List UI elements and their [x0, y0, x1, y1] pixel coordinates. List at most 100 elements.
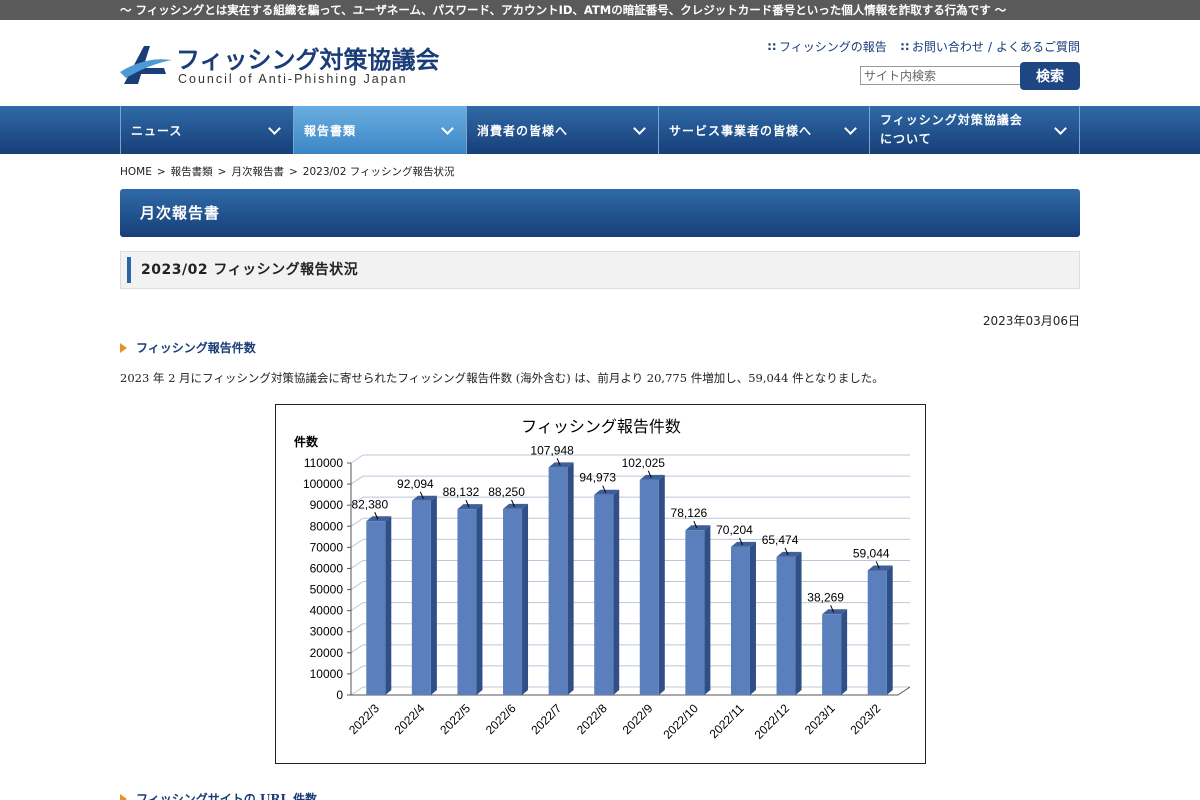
data-label: 82,380 [351, 497, 388, 511]
bar-top [685, 525, 711, 531]
breadcrumb-reports[interactable]: 報告書類 [170, 166, 213, 178]
page-title: 月次報告書 [120, 189, 1080, 237]
bar-top [366, 516, 392, 522]
bar-side [476, 504, 483, 695]
nav-item-about[interactable]: フィッシング対策協議会 について [870, 106, 1080, 154]
data-label-leader [784, 547, 789, 556]
nav-item-consumers[interactable]: 消費者の皆様へ [467, 106, 659, 154]
floor-edge [897, 686, 911, 696]
y-tick-label: 110000 [304, 456, 343, 470]
y-tick-label: 20000 [310, 646, 344, 660]
data-label-leader [465, 499, 470, 508]
data-label: 88,250 [488, 485, 525, 499]
main-nav: ニュース 報告書類 消費者の皆様へ サービス事業者の皆様へ フィッシング対策協議… [0, 106, 1200, 154]
bar [457, 509, 477, 695]
gridline-diagonal [350, 560, 364, 569]
x-tick-label: 2023/2 [847, 701, 883, 737]
site-header: フィッシング対策協議会 Council of Anti-Phishing Jap… [0, 20, 1200, 106]
data-label-leader [738, 537, 743, 546]
gridline-diagonal [350, 581, 364, 590]
bar-top [822, 609, 848, 615]
chevron-down-icon [633, 121, 646, 135]
x-tick-label: 2022/11 [707, 701, 747, 741]
breadcrumb-separator: > [217, 166, 227, 178]
breadcrumb-home[interactable]: HOME [120, 166, 152, 178]
nav-item-label: サービス事業者の皆様へ [669, 123, 813, 138]
bar [730, 546, 750, 695]
gridline-diagonal [350, 686, 364, 696]
section-text: 2023 年 2 月にフィッシング対策協議会に寄せられたフィッシング報告件数 (… [120, 371, 884, 385]
bullet-icon: ∷ [900, 40, 909, 54]
x-tick-label: 2022/9 [620, 701, 656, 737]
nav-item-reports[interactable]: 報告書類 [294, 106, 467, 154]
bar [639, 479, 659, 695]
link-separator: / [987, 40, 992, 54]
data-label-leader [875, 561, 880, 569]
publish-date: 2023年03月06日 [982, 314, 1080, 328]
data-label: 88,132 [443, 485, 480, 499]
bar-top [776, 551, 802, 557]
y-tick-label: 10000 [310, 667, 344, 681]
bar [594, 494, 614, 695]
faq-link[interactable]: よくあるご質問 [995, 40, 1080, 54]
data-label: 38,269 [807, 590, 844, 604]
y-tick-label: 60000 [310, 561, 344, 575]
breadcrumb-separator: > [156, 166, 166, 178]
data-label-leader [419, 491, 424, 499]
data-label: 59,044 [853, 546, 890, 560]
data-label: 92,094 [397, 477, 434, 491]
x-tick-label: 2022/12 [752, 701, 793, 742]
chart-svg: フィッシング報告件数 件数 0 10000 20000 30000 40000 50000… [294, 417, 911, 742]
data-label: 107,948 [530, 443, 574, 457]
x-tick-label: 2022/5 [437, 701, 473, 737]
bar [548, 467, 568, 695]
chevron-down-icon [441, 121, 454, 135]
bar-top [548, 462, 574, 468]
bar-side [613, 489, 620, 695]
x-tick-label: 2023/1 [802, 701, 838, 737]
bar-side [385, 516, 392, 695]
y-tick-label: 0 [336, 688, 343, 702]
bar-top [457, 504, 483, 510]
y-tick-label: 80000 [310, 519, 344, 533]
report-link[interactable]: フィッシングの報告 [778, 40, 887, 54]
y-tick-label: 100000 [303, 477, 343, 491]
bar [503, 508, 523, 695]
bar-side [522, 503, 529, 695]
bar-side [567, 462, 574, 695]
breadcrumb-monthly[interactable]: 月次報告書 [231, 166, 284, 178]
contact-link[interactable]: お問い合わせ [911, 40, 984, 54]
data-label-leader [830, 605, 835, 613]
chevron-down-icon [268, 121, 281, 135]
bar-side [749, 541, 756, 695]
x-tick-label: 2022/8 [574, 701, 610, 737]
bar [822, 614, 842, 695]
data-label: 65,474 [762, 533, 799, 547]
data-label-leader [511, 499, 516, 508]
bar-side [841, 609, 848, 695]
gridline-diagonal [350, 475, 364, 485]
gridline-diagonal [350, 623, 364, 633]
nav-item-businesses[interactable]: サービス事業者の皆様へ [659, 106, 870, 154]
search-input[interactable] [860, 66, 1026, 85]
report-count-chart: フィッシング報告件数 件数 0 10000 20000 30000 40000 50000… [275, 404, 926, 764]
site-logo[interactable]: フィッシング対策協議会 Council of Anti-Phishing Jap… [120, 40, 440, 90]
gridline-diagonal [350, 454, 364, 464]
nav-item-label: フィッシング対策協議会 について [880, 113, 1023, 146]
nav-item-news[interactable]: ニュース [121, 106, 294, 154]
bar [776, 556, 796, 695]
data-label: 70,204 [716, 523, 753, 537]
bar-top [594, 489, 620, 495]
gridline-diagonal [350, 602, 364, 612]
bar-side [886, 565, 893, 695]
chart-title: フィッシング報告件数 [521, 417, 681, 436]
gridline-diagonal [350, 644, 364, 654]
triangle-bullet-icon [120, 343, 127, 353]
y-tick-label: 90000 [310, 498, 344, 512]
tagline-bar: 〜 フィッシングとは実在する組織を騙って、ユーザネーム、パスワード、アカウントI… [0, 0, 1200, 20]
data-label: 78,126 [671, 506, 708, 520]
data-label-leader [693, 521, 698, 529]
chevron-down-icon [844, 121, 857, 135]
bar [411, 500, 431, 695]
search-button[interactable]: 検索 [1020, 62, 1080, 90]
